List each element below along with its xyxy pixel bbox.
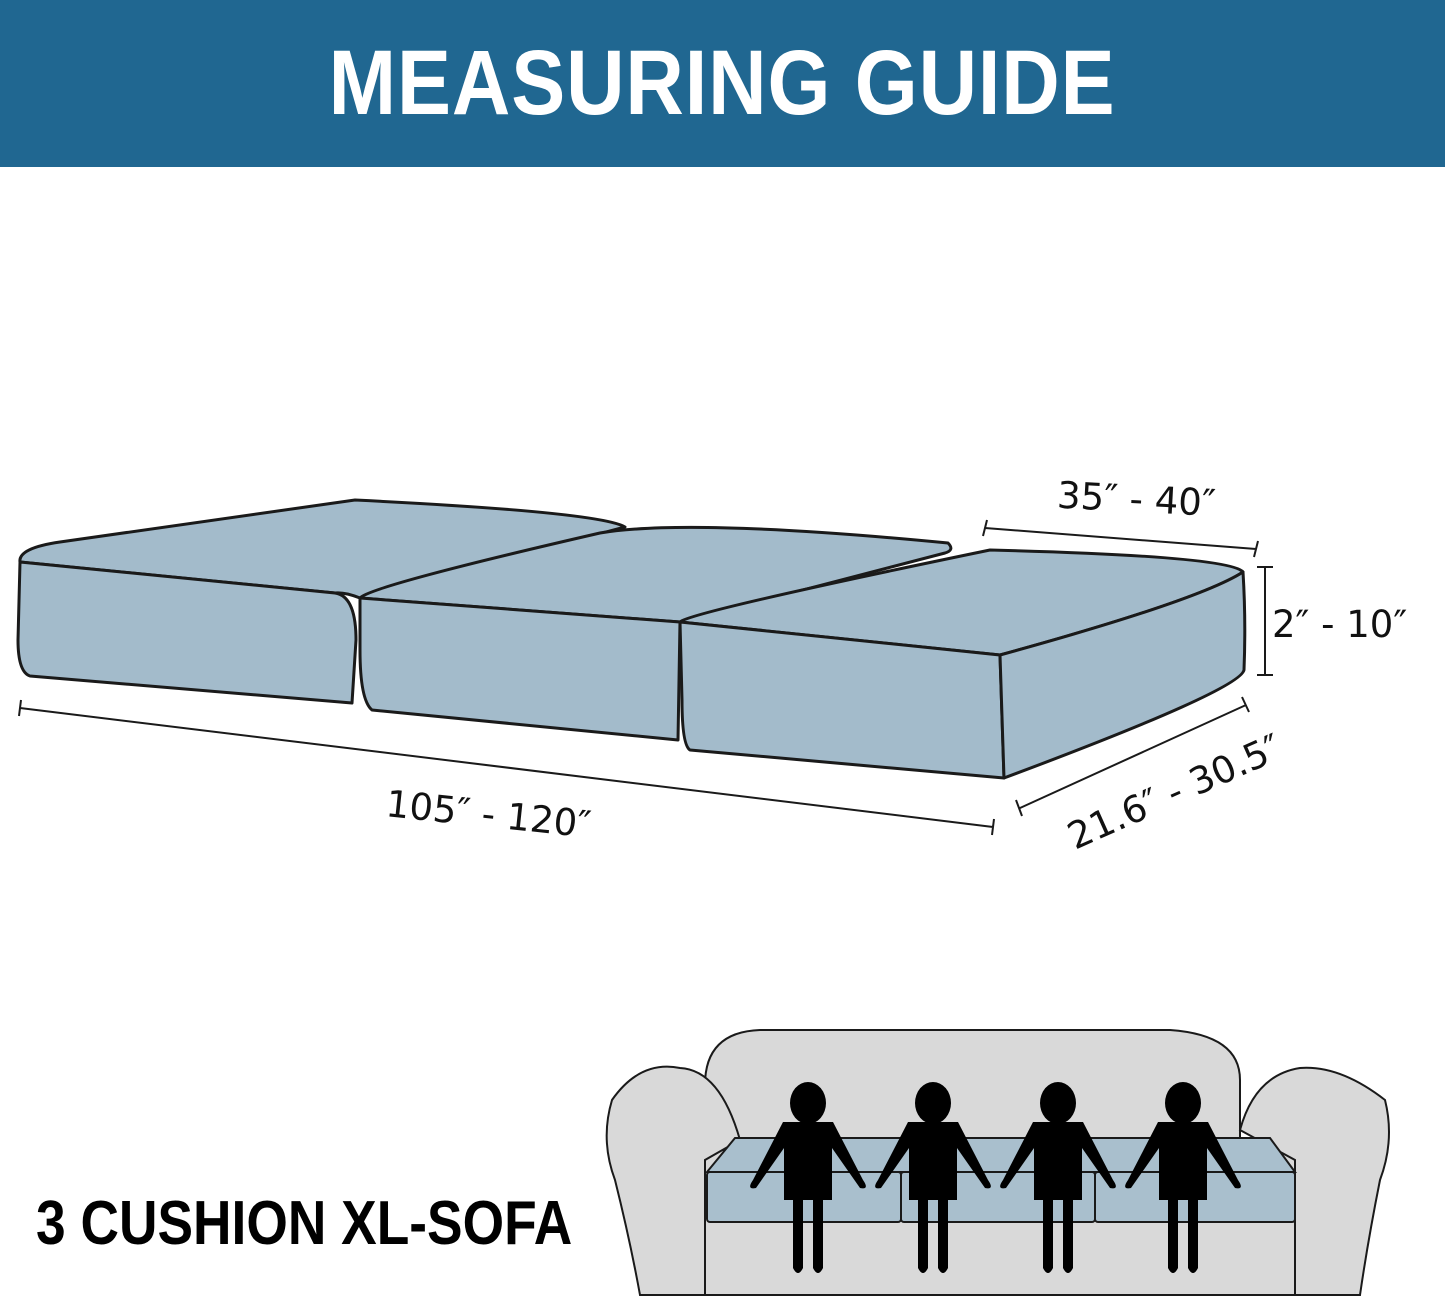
length-dimension-line xyxy=(982,519,1259,558)
sofa-illustration xyxy=(605,1029,1390,1296)
cushion-left xyxy=(16,498,627,705)
person-icon xyxy=(875,1082,991,1273)
cushion-length-label: 35″ - 40″ xyxy=(1056,474,1217,525)
total-length-dimension-line xyxy=(18,699,995,836)
people-icons xyxy=(750,1082,1241,1273)
dimension-lines xyxy=(18,519,1273,836)
sofa-right-arm xyxy=(1238,1066,1390,1296)
person-icon xyxy=(750,1082,866,1273)
cushion-height-label: 2″ - 10″ xyxy=(1272,603,1407,646)
cushion-middle xyxy=(358,525,953,742)
height-dimension-line xyxy=(1257,566,1273,676)
person-icon xyxy=(1125,1082,1241,1273)
sofa-type-label: 3 CUSHION XL-SOFA xyxy=(36,1189,573,1258)
sofa-back xyxy=(704,1029,1241,1151)
depth-dimension-line xyxy=(1015,696,1250,817)
cushion-depth-label: 21.6″ - 30.5″ xyxy=(1061,726,1288,859)
cushion-right xyxy=(678,548,1247,780)
total-length-label: 105″ - 120″ xyxy=(384,782,593,846)
header-banner: MEASURING GUIDE xyxy=(0,0,1445,167)
sofa-left-arm xyxy=(605,1065,742,1296)
page-title: MEASURING GUIDE xyxy=(329,32,1116,134)
person-icon xyxy=(1000,1082,1116,1273)
